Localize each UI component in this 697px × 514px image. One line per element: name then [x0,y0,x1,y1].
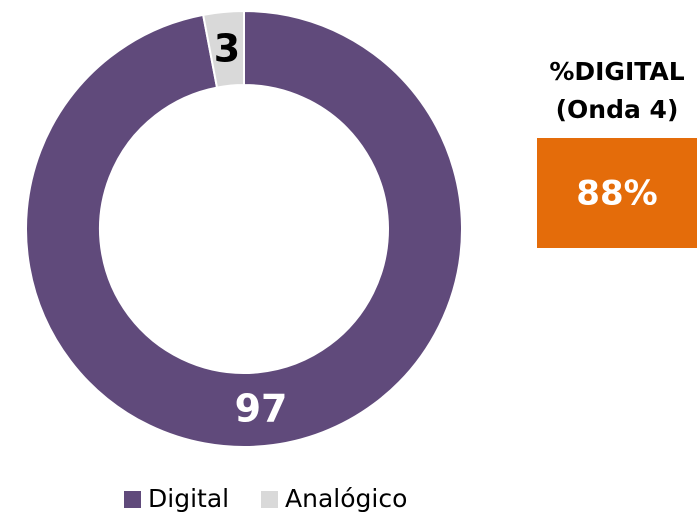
legend-swatch [261,491,278,508]
data-label: 97 [235,387,288,431]
slice [201,9,245,89]
callout-value: 88% [576,174,657,214]
slice [25,9,463,448]
callout-subtitle: (Onda 4) [556,95,679,124]
callout-box [537,138,697,248]
callout-title: %DIGITAL [549,57,684,86]
data-label: 3 [214,26,240,70]
legend-label: Analógico [285,484,407,513]
legend-swatch [124,491,141,508]
legend-label: Digital [148,484,229,513]
